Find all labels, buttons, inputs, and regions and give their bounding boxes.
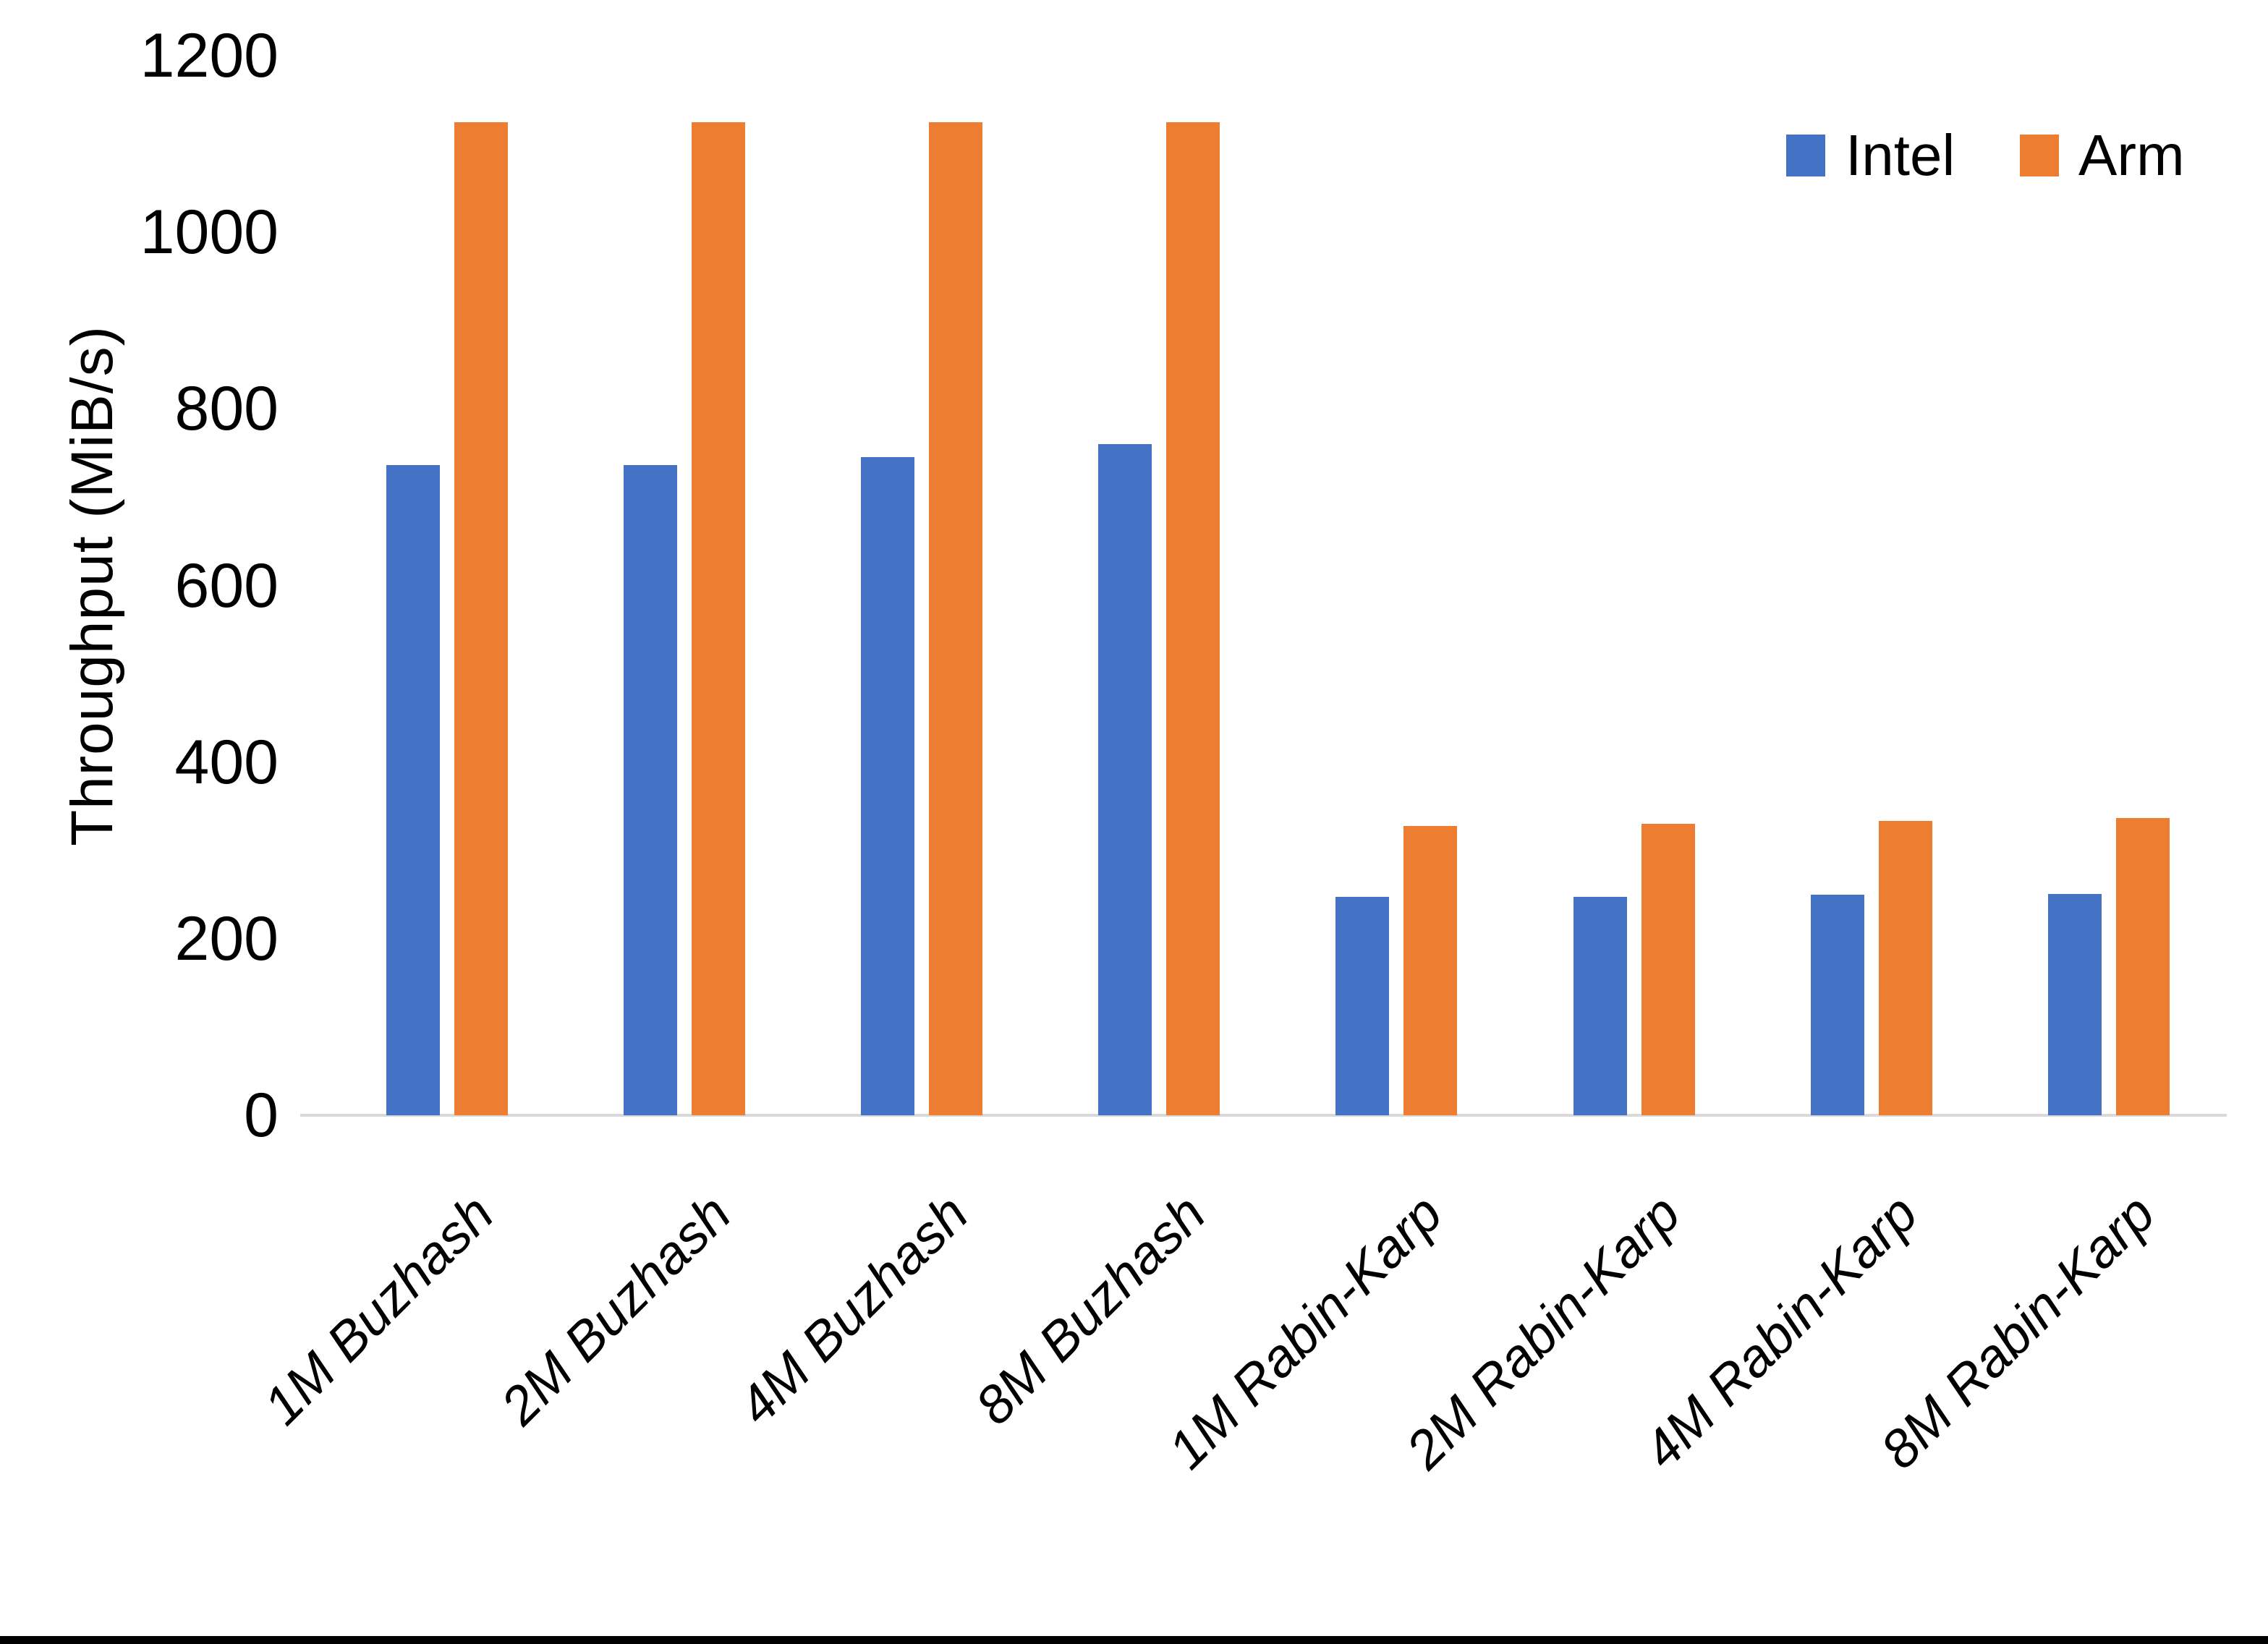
legend-swatch-intel [1786,135,1825,176]
legend-label-intel: Intel [1846,123,1955,187]
y-tick-label: 600 [174,550,279,621]
bar-intel-1m-buzhash [386,465,440,1115]
x-axis-label: 1M Buzhash [251,1183,505,1436]
bar-intel-4m-buzhash [861,457,914,1115]
legend-swatch-arm [2020,135,2059,176]
bar-intel-2m-rabin-karp [1573,897,1627,1115]
y-tick-label: 800 [174,374,279,444]
bar-intel-2m-buzhash [624,465,677,1115]
bar-arm-1m-rabin-karp [1403,826,1457,1115]
bar-arm-4m-buzhash [929,122,982,1115]
bar-intel-1m-rabin-karp [1335,897,1389,1115]
bar-intel-8m-rabin-karp [2048,894,2102,1115]
x-axis-label: 2M Buzhash [488,1183,742,1436]
x-axis-label: 8M Buzhash [963,1183,1217,1436]
y-tick-label: 1000 [140,197,279,268]
legend-label-arm: Arm [2078,123,2185,187]
bar-arm-4m-rabin-karp [1879,821,1932,1115]
bar-intel-4m-rabin-karp [1811,895,1864,1115]
bottom-border-bar [0,1636,2268,1644]
y-tick-label: 200 [174,903,279,974]
legend-item-arm: Arm [2020,123,2185,187]
x-axis-label: 4M Buzhash [726,1183,980,1436]
bar-arm-2m-buzhash [692,122,745,1115]
bar-arm-1m-buzhash [454,122,508,1115]
bar-arm-8m-rabin-karp [2116,818,2170,1115]
bar-intel-8m-buzhash [1098,444,1152,1115]
y-tick-label: 400 [174,727,279,797]
x-axis-line [300,1114,2227,1117]
legend-item-intel: Intel [1786,123,1955,187]
y-tick-label: 0 [244,1081,279,1150]
y-tick-label: 1200 [140,21,279,90]
bar-arm-8m-buzhash [1166,122,1220,1115]
bar-arm-2m-rabin-karp [1641,824,1695,1115]
